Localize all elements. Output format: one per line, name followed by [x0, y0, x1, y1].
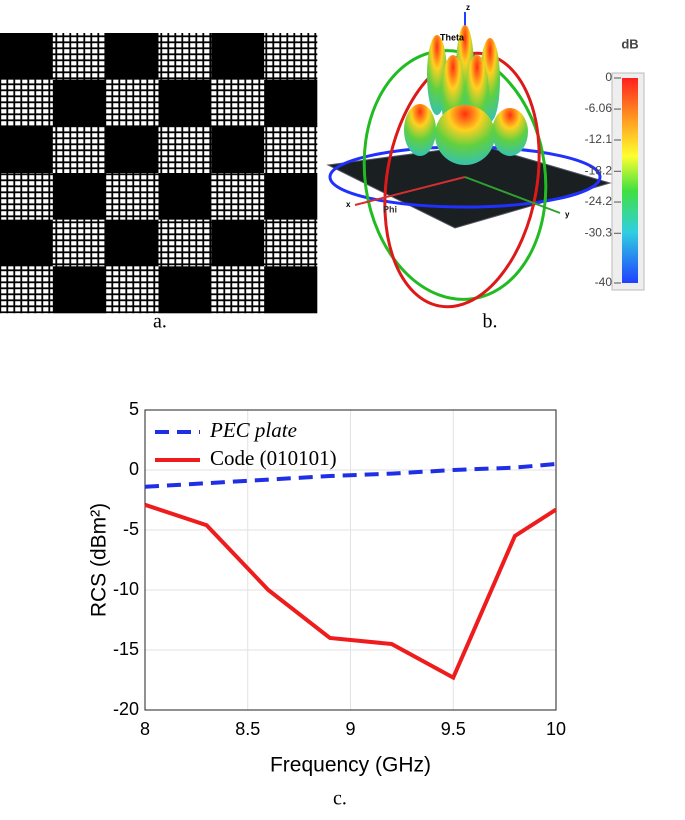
axis-label: z	[466, 3, 470, 12]
checker-cell	[105, 173, 159, 220]
checker-cell	[0, 79, 54, 127]
checker-cell	[158, 219, 212, 267]
checker-cell	[105, 33, 159, 80]
legend-label: Code (010101)	[210, 446, 337, 470]
y-tick-label: -15	[113, 639, 139, 659]
checker-cell	[264, 173, 318, 220]
legend-label: PEC plate	[209, 418, 297, 442]
checker-cell	[158, 266, 212, 314]
checker-cell	[105, 266, 159, 314]
x-tick-label: 9.5	[441, 719, 466, 739]
checker-cell	[158, 33, 212, 80]
checker-cell	[52, 33, 106, 80]
checker-cell	[158, 173, 212, 220]
radiation-pattern	[326, 12, 612, 309]
checker-cell	[105, 126, 159, 174]
checker-cell	[52, 219, 106, 267]
colorbar-tick-label: -24.2	[585, 194, 613, 208]
colorbar-tick-label: -12.1	[585, 132, 613, 146]
panel-label: b.	[483, 311, 498, 333]
axis-label: Theta	[440, 32, 465, 42]
plot-frame	[144, 409, 557, 711]
colorbar-tick-label: 0	[605, 70, 612, 84]
y-axis-label: RCS (dBm²)	[88, 503, 111, 617]
colorbar-label: dB	[621, 36, 638, 51]
checker-cell	[52, 266, 106, 314]
checker-cell	[0, 266, 54, 314]
colorbar-tick-label: -30.3	[585, 225, 613, 239]
checker-cell	[264, 126, 318, 174]
y-tick-label: -10	[113, 579, 139, 599]
checker-cell	[211, 266, 265, 314]
x-tick-label: 9	[345, 719, 355, 739]
x-tick-label: 8.5	[235, 719, 260, 739]
checkerboard	[0, 33, 318, 314]
checker-cell	[211, 126, 265, 174]
checker-cell	[211, 79, 265, 127]
x-tick-label: 8	[140, 719, 150, 739]
checker-cell	[211, 33, 265, 80]
axis-label: Phi	[383, 204, 397, 214]
checker-cell	[52, 173, 106, 220]
checker-cell	[264, 219, 318, 267]
panel-label: c.	[333, 788, 347, 810]
y-tick-label: 5	[129, 399, 139, 419]
y-tick-label: 0	[129, 459, 139, 479]
checker-cell	[105, 219, 159, 267]
y-tick-label: -5	[123, 519, 139, 539]
checker-cell	[0, 33, 54, 80]
checker-cell	[158, 126, 212, 174]
colorbar	[622, 78, 638, 283]
axis-label: x	[346, 200, 351, 209]
y-tick-label: -20	[113, 699, 139, 719]
checker-cell	[0, 219, 54, 267]
x-axis-label: Frequency (GHz)	[270, 754, 431, 777]
checker-cell	[264, 79, 318, 127]
series-line	[144, 502, 558, 681]
series-line	[144, 462, 557, 489]
checker-cell	[158, 79, 212, 127]
colorbar-tick-label: -40	[595, 275, 613, 289]
checker-cell	[0, 173, 54, 220]
checker-cell	[105, 79, 159, 127]
checker-cell	[52, 79, 106, 127]
colorbar-tick-label: -6.06	[585, 101, 613, 115]
checker-cell	[211, 173, 265, 220]
checker-cell	[52, 126, 106, 174]
axis-label: y	[565, 210, 570, 219]
x-tick-label: 10	[546, 719, 566, 739]
colorbar-tick-label: -18.2	[585, 163, 613, 177]
panel-label: a.	[153, 311, 167, 333]
checker-cell	[0, 126, 54, 174]
checker-cell	[264, 33, 318, 80]
checker-cell	[211, 219, 265, 267]
checker-cell	[264, 266, 318, 314]
